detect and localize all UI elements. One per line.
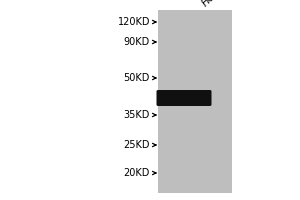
Text: 50KD: 50KD [124, 73, 150, 83]
Bar [158, 10, 232, 193]
Text: 25KD: 25KD [124, 140, 150, 150]
Text: 120KD: 120KD [118, 17, 150, 27]
Text: 35KD: 35KD [124, 110, 150, 120]
Text: Hela: Hela [200, 0, 224, 8]
Text: 20KD: 20KD [124, 168, 150, 178]
Text: 90KD: 90KD [124, 37, 150, 47]
FancyBboxPatch shape [157, 90, 211, 106]
